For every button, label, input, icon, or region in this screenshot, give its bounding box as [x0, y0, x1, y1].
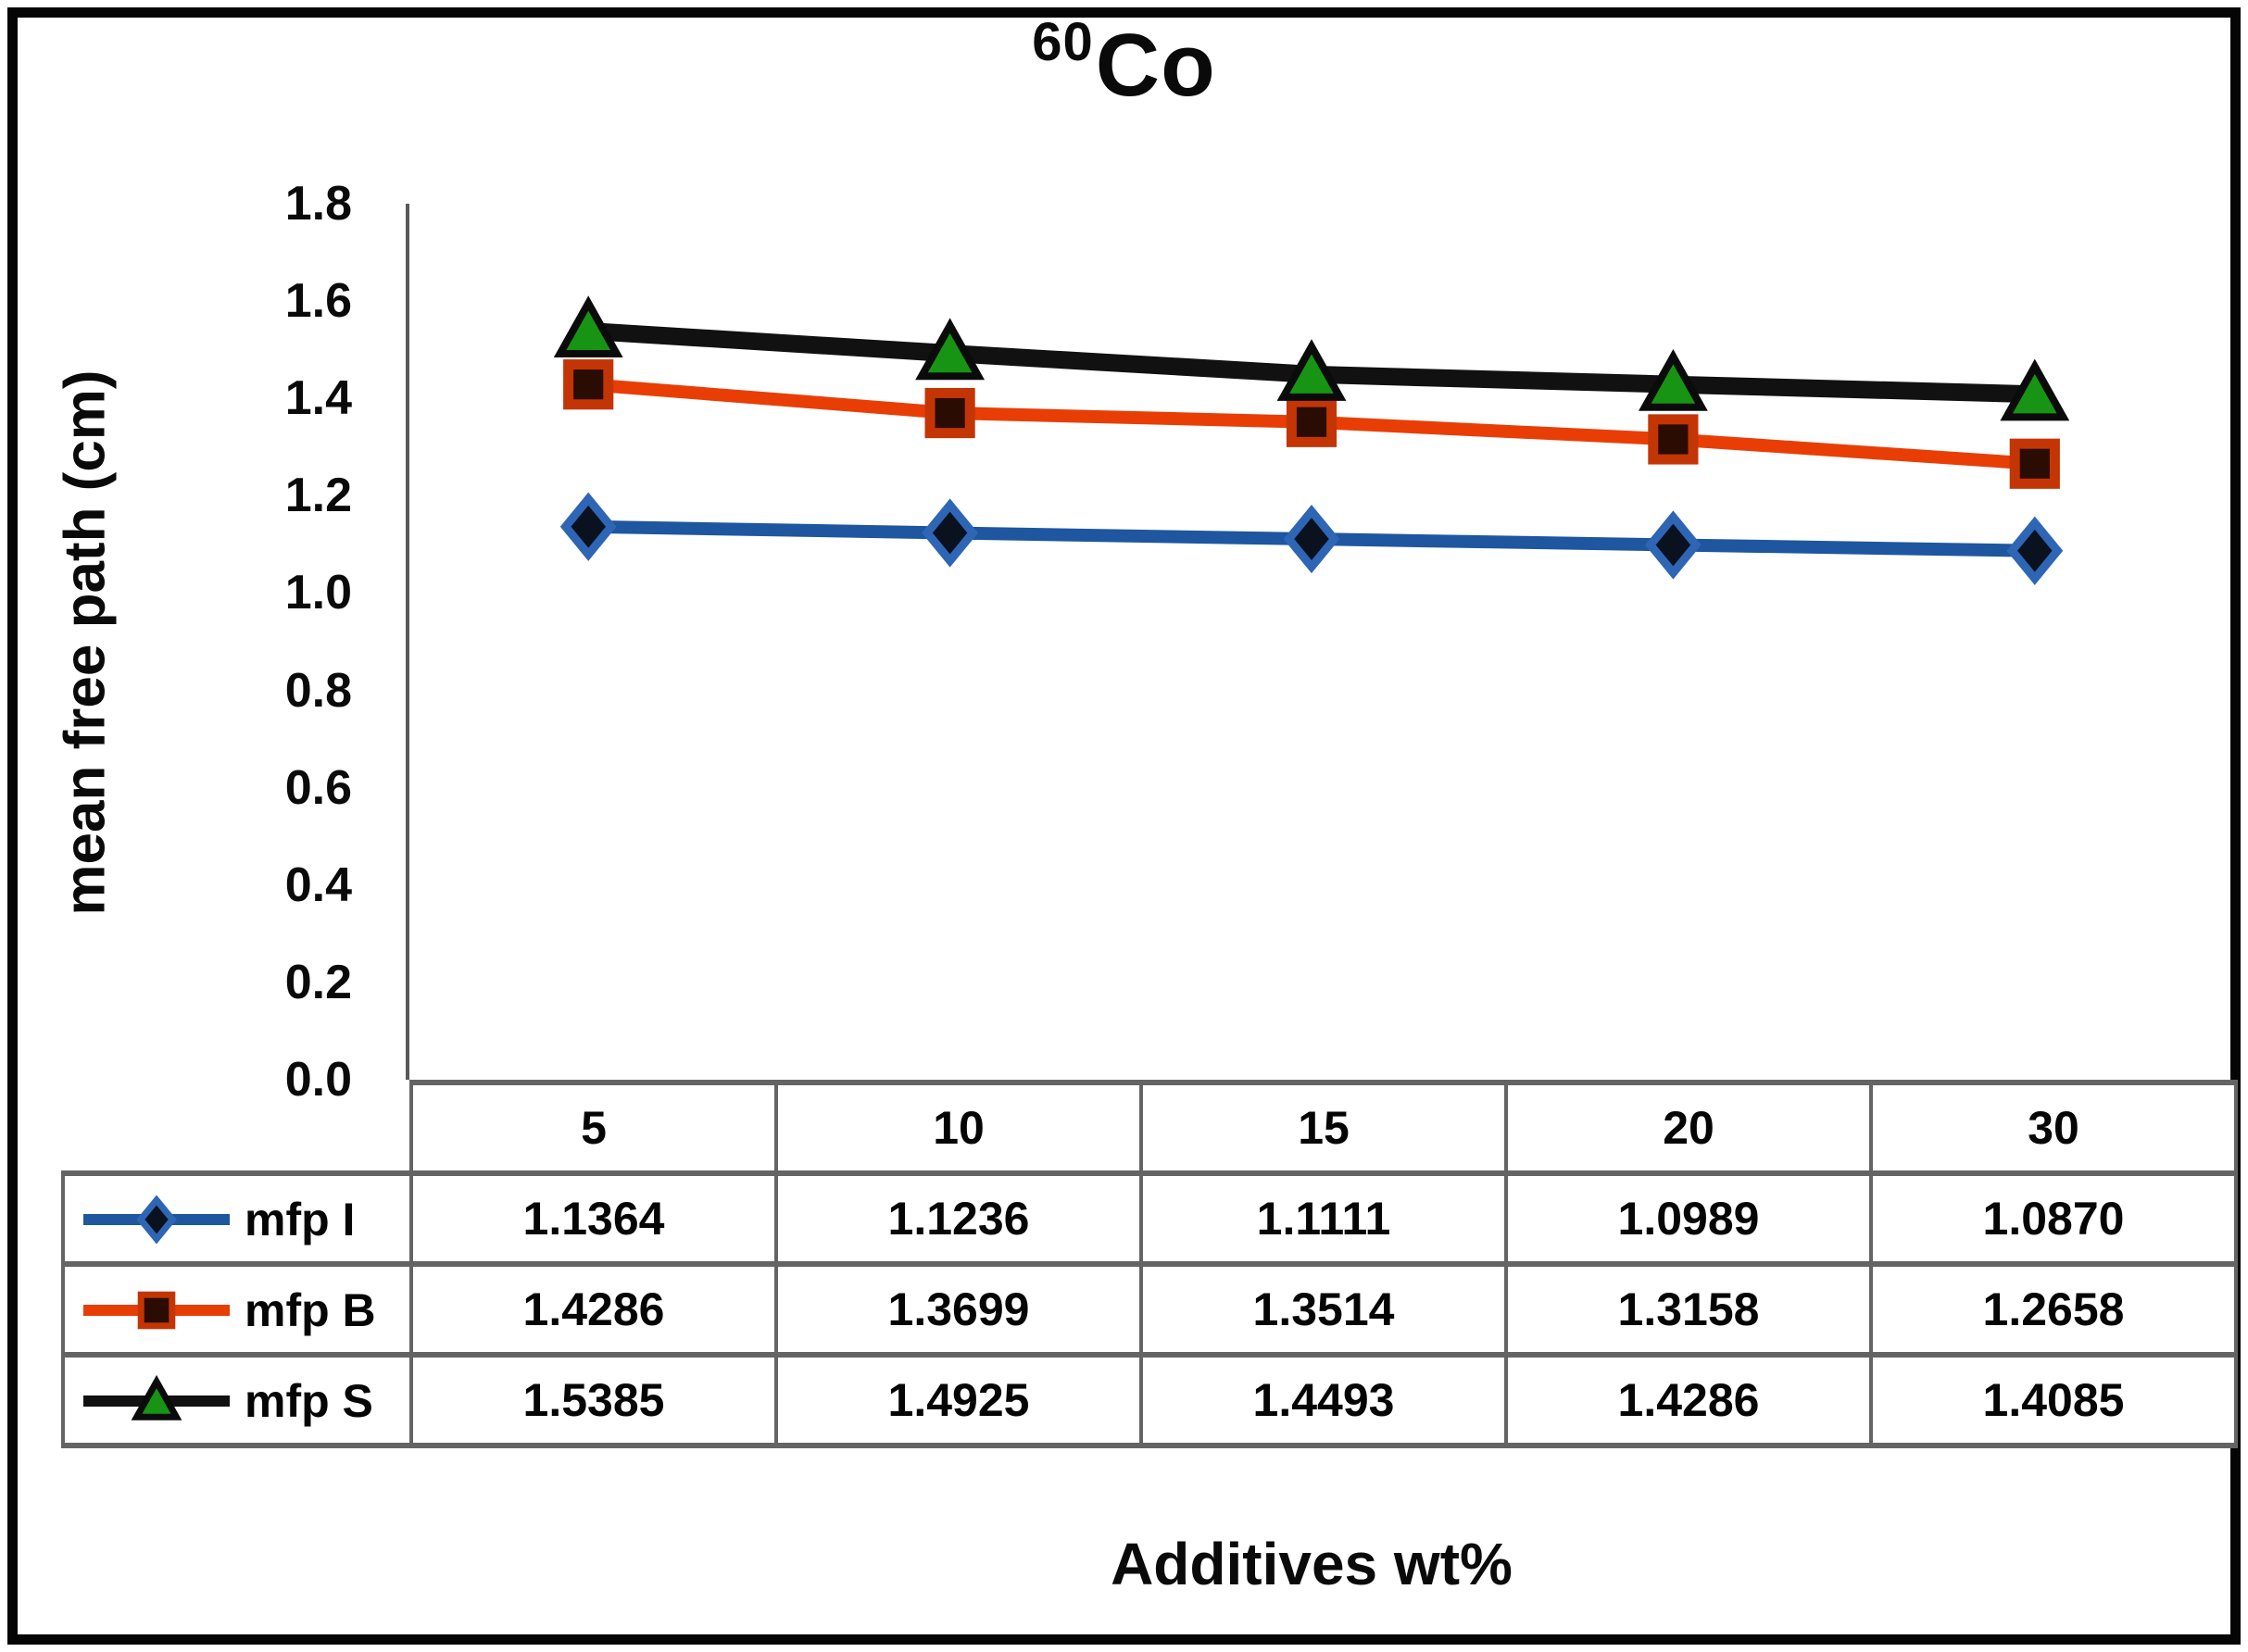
- table-value-cell: 1.1111: [1139, 1170, 1508, 1267]
- table-value-cell: 1.1364: [409, 1170, 778, 1267]
- legend-swatch-diamond-icon: [83, 1195, 230, 1245]
- legend-marker-triangle: [131, 1375, 182, 1421]
- chart-title: 60Co: [0, 11, 2248, 117]
- table-value-cell: 1.3514: [1139, 1261, 1508, 1358]
- table-corner-empty: [63, 1083, 411, 1173]
- triangle-marker-mfp-S: [553, 295, 623, 358]
- table-col-header: 30: [1869, 1080, 2238, 1176]
- y-tick-label: 0.2: [284, 955, 352, 1009]
- table-value-cell: 1.4085: [1869, 1352, 2238, 1448]
- table-value-cell: 1.4286: [1504, 1352, 1873, 1448]
- table-value-cell: 1.5385: [409, 1352, 778, 1448]
- legend-marker-square: [137, 1292, 176, 1330]
- table-col-header: 15: [1139, 1080, 1508, 1176]
- square-marker-mfp-B: [563, 359, 614, 410]
- diamond-marker-mfp-I: [559, 492, 617, 561]
- triangle-marker-mfp-S: [1276, 339, 1347, 401]
- square-marker-mfp-B: [924, 387, 975, 439]
- chart-title-element: Co: [1095, 16, 1216, 115]
- triangle-marker-mfp-S: [915, 318, 986, 381]
- diamond-marker-mfp-I: [922, 498, 979, 568]
- chart-title-isotope-mass: 60: [1032, 12, 1094, 72]
- legend-label: mfp I: [245, 1194, 356, 1246]
- y-tick-label: 1.0: [284, 566, 352, 620]
- table-value-cell: 1.3699: [774, 1261, 1143, 1358]
- legend-swatch-triangle-icon: [83, 1375, 230, 1421]
- table-col-header: 10: [774, 1080, 1143, 1176]
- diamond-marker-mfp-I: [1644, 510, 1702, 580]
- table-value-cell: 1.0870: [1869, 1170, 2238, 1267]
- legend-swatch-square-icon: [83, 1292, 230, 1330]
- legend-label: mfp S: [245, 1375, 373, 1428]
- y-tick-label: 0.8: [284, 663, 352, 718]
- legend-marker-diamond: [136, 1195, 177, 1245]
- y-tick-label: 1.8: [284, 177, 352, 231]
- table-value-cell: 1.2658: [1869, 1261, 2238, 1358]
- table-col-header: 20: [1504, 1080, 1873, 1176]
- legend-label: mfp B: [245, 1284, 376, 1337]
- square-marker-mfp-B: [2009, 438, 2060, 489]
- table-value-cell: 1.4493: [1139, 1352, 1508, 1448]
- triangle-marker-mfp-S: [2000, 358, 2070, 421]
- diamond-marker-mfp-I: [1283, 504, 1340, 574]
- chart-data-table: 5 10 15 20 30 mfp I 1.1364 1.1236 1.1111 1.0989 1.…: [61, 1080, 2238, 1448]
- diamond-marker-mfp-I: [2006, 516, 2064, 585]
- table-col-header: 5: [409, 1080, 778, 1176]
- legend-cell-mfp-I: mfp I: [61, 1170, 413, 1267]
- table-value-cell: 1.4286: [409, 1261, 778, 1358]
- y-tick-label: 1.6: [284, 274, 352, 329]
- y-tick-label: 0.4: [284, 857, 352, 912]
- y-tick-label: 1.4: [284, 371, 352, 426]
- x-axis-title: Additives wt%: [1111, 1531, 1513, 1597]
- square-marker-mfp-B: [1648, 414, 1699, 465]
- square-marker-mfp-B: [1286, 396, 1337, 447]
- table-value-cell: 1.0989: [1504, 1170, 1873, 1267]
- y-tick-label: 1.2: [284, 469, 352, 523]
- legend-cell-mfp-B: mfp B: [61, 1261, 413, 1358]
- legend-cell-mfp-S: mfp S: [61, 1352, 413, 1448]
- table-value-cell: 1.4925: [774, 1352, 1143, 1448]
- triangle-marker-mfp-S: [1638, 349, 1708, 411]
- y-tick-label: 0.6: [284, 760, 352, 815]
- table-value-cell: 1.1236: [774, 1170, 1143, 1267]
- table-value-cell: 1.3158: [1504, 1261, 1873, 1358]
- y-tick-label: 0.0: [284, 1053, 352, 1107]
